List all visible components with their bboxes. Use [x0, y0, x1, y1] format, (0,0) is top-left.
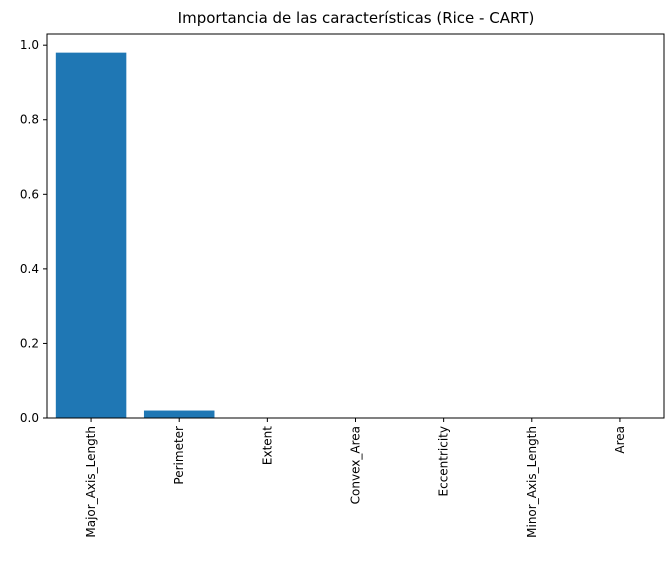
- bars-group: [55, 52, 215, 418]
- y-tick-label: 0.6: [20, 187, 39, 201]
- y-tick-label: 0.8: [20, 113, 39, 127]
- plot-frame: [46, 33, 665, 419]
- y-tick-label: 0.4: [20, 262, 39, 276]
- x-axis-ticks: Major_Axis_Length Perimeter Extent Convex_A…: [84, 418, 627, 538]
- bar-perimeter: [143, 410, 215, 418]
- x-tick-label: Minor_Axis_Length: [525, 426, 539, 538]
- x-tick-label: Extent: [260, 426, 274, 465]
- x-tick-label: Perimeter: [172, 426, 186, 485]
- y-tick-label: 1.0: [20, 38, 39, 52]
- y-tick-label: 0.2: [20, 336, 39, 350]
- x-tick-label: Area: [613, 426, 627, 454]
- chart-title: Importancia de las características (Rice…: [178, 9, 535, 27]
- bar-major-axis-length: [55, 52, 127, 418]
- x-tick-label: Eccentricity: [437, 426, 451, 496]
- y-axis-ticks: 0.0 0.2 0.4 0.6 0.8 1.0: [20, 38, 47, 425]
- y-tick-label: 0.0: [20, 411, 39, 425]
- x-tick-label: Major_Axis_Length: [84, 426, 98, 538]
- x-tick-label: Convex_Area: [349, 426, 363, 504]
